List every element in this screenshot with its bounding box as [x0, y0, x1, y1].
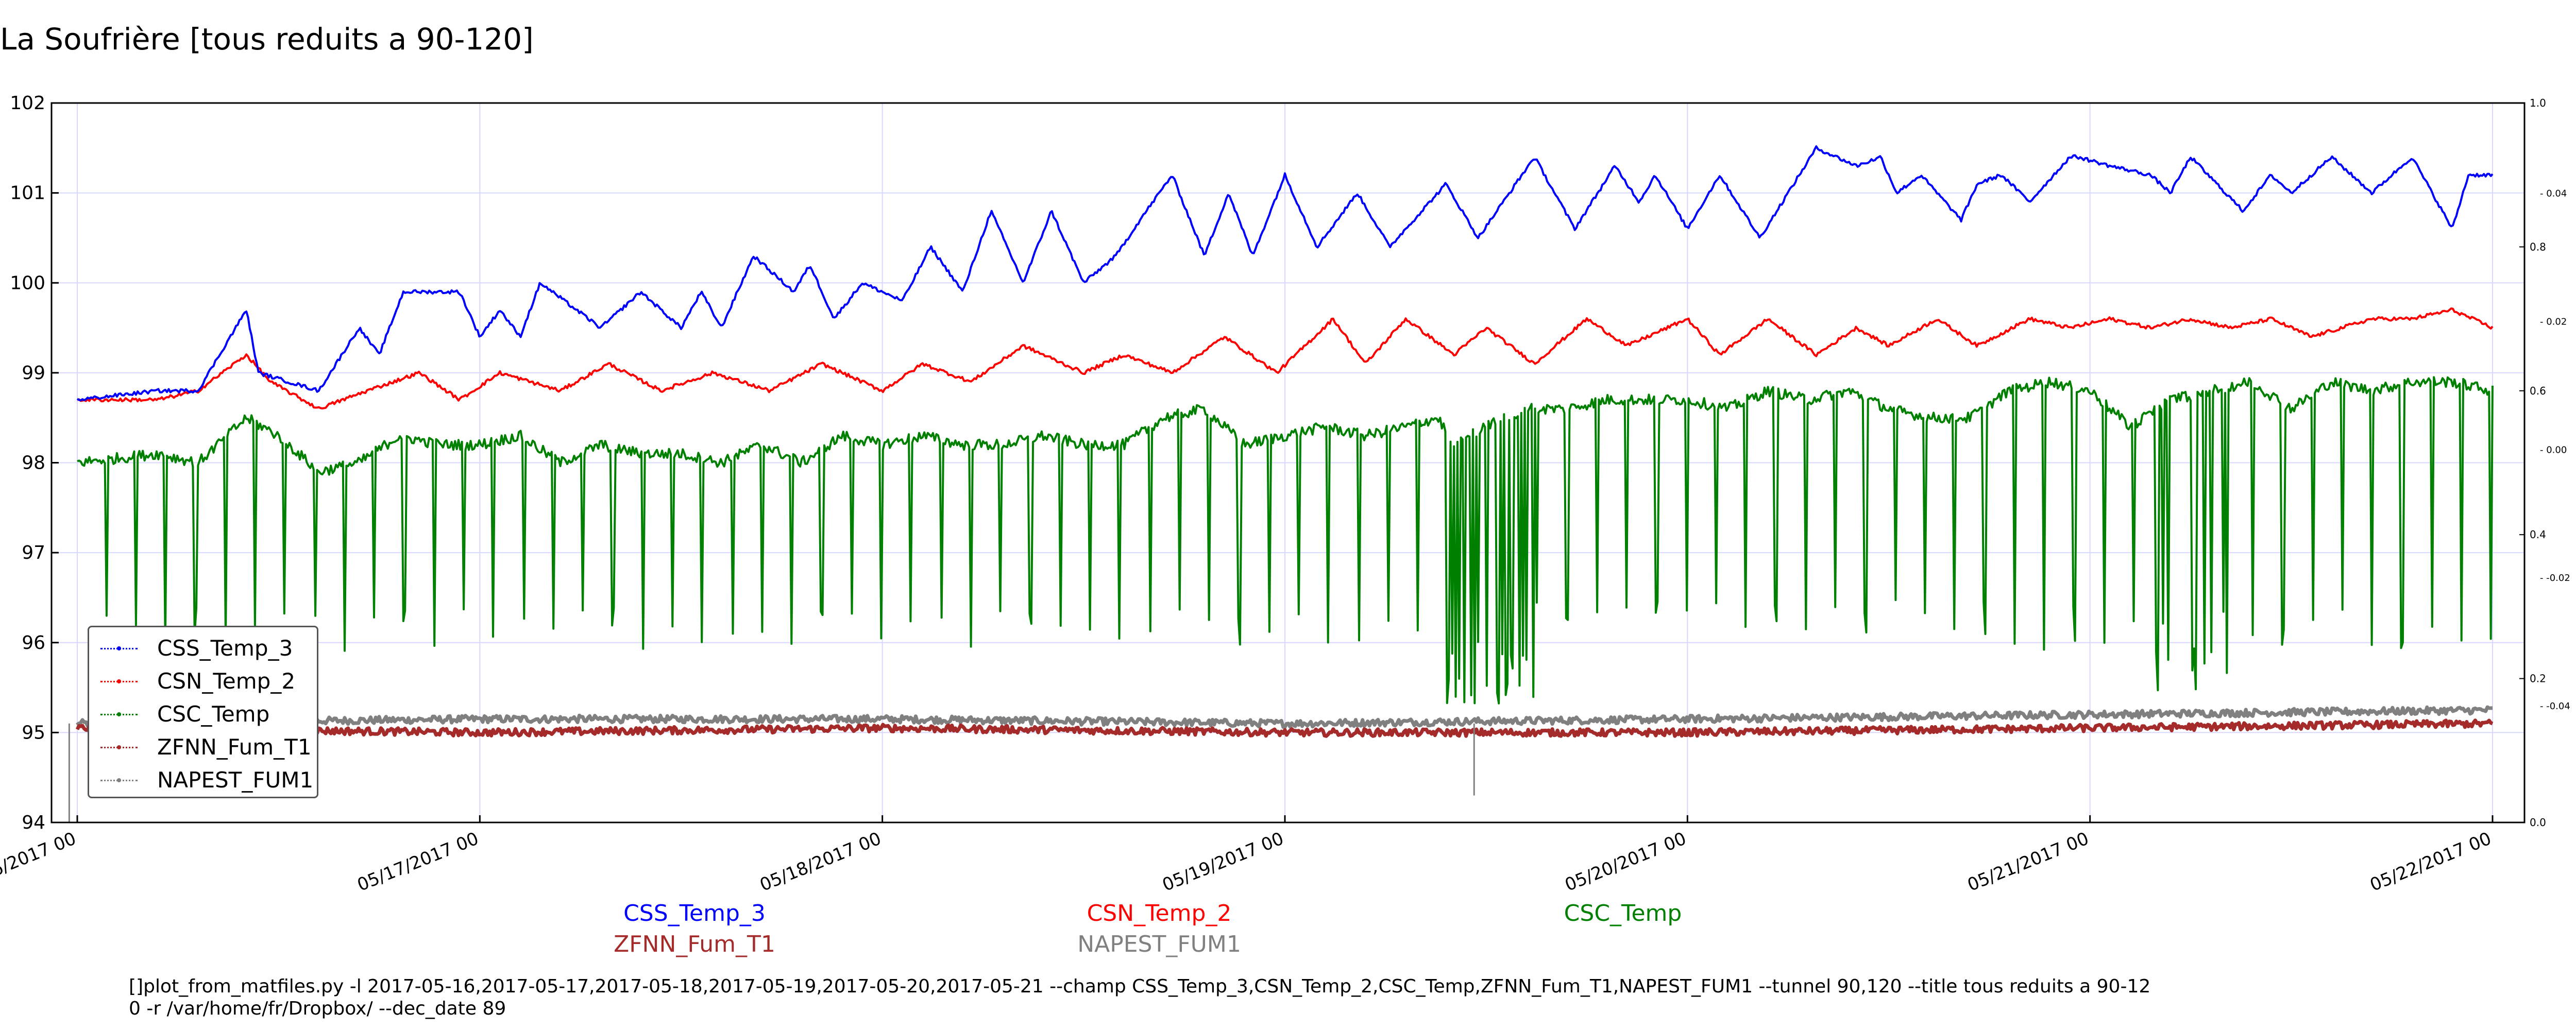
legend-label: ZFNN_Fum_T1	[157, 734, 312, 760]
y-tick-label: 101	[10, 183, 45, 204]
bottom-label-csc-temp: CSC_Temp	[1564, 900, 1682, 926]
page-title: La Soufrière [tous reduits a 90-120]	[0, 22, 534, 57]
series-line-csn-temp-2	[77, 307, 2494, 409]
bottom-label-napest-fum1: NAPEST_FUM1	[1077, 931, 1241, 957]
right-tick-label: 0.0	[2530, 816, 2546, 829]
x-tick-label: 05/21/2017 00	[1964, 828, 2092, 896]
right-tick-label: 1.0	[2530, 97, 2546, 109]
right-inner-tick-label: - 0.02	[2540, 316, 2567, 327]
legend-item: CSN_Temp_2	[89, 665, 317, 696]
command-line-1: []plot_from_matfiles.py -l 2017-05-16,20…	[129, 976, 2151, 997]
legend-item: CSS_Temp_3	[89, 632, 317, 663]
y-tick-label: 94	[22, 812, 45, 833]
y-tick-label: 99	[22, 363, 45, 384]
legend-item: CSC_Temp	[89, 698, 317, 729]
y-tick-label: 95	[22, 722, 45, 743]
y-tick-label: 97	[22, 542, 45, 563]
x-tick-label: 05/17/2017 00	[354, 828, 482, 896]
legend-swatch	[100, 745, 138, 749]
right-tick-label: 0.8	[2530, 241, 2546, 253]
series-lines	[68, 145, 2494, 822]
legend-item: NAPEST_FUM1	[89, 764, 317, 795]
y-tick-label: 98	[22, 453, 45, 474]
x-tick-label: 16/2017 00	[0, 828, 79, 885]
command-line-2: 0 -r /var/home/fr/Dropbox/ --dec_date 89	[129, 998, 506, 1019]
series-line-css-temp-3	[76, 145, 2494, 402]
right-inner-tick-label: - -0.02	[2540, 573, 2570, 583]
right-inner-tick-label: - -0.04	[2540, 701, 2570, 712]
right-tick-label: 0.6	[2530, 385, 2546, 397]
bottom-label-css-temp-3: CSS_Temp_3	[623, 900, 766, 926]
legend-swatch	[100, 679, 138, 683]
series-line-csc-temp	[77, 376, 2494, 705]
x-tick-label: 05/20/2017 00	[1562, 828, 1689, 896]
legend-label: CSC_Temp	[157, 701, 270, 727]
series-line-zfnn-fum-t1	[75, 718, 2494, 738]
right-tick-label: 0.4	[2530, 528, 2546, 541]
y-axis: 94 95 96 97 98 99 100 101 102	[10, 93, 59, 833]
legend-item: ZFNN_Fum_T1	[89, 731, 317, 762]
y-tick-label: 102	[10, 93, 45, 114]
bottom-label-zfnn-fum-t1: ZFNN_Fum_T1	[614, 931, 775, 957]
legend-swatch	[100, 646, 138, 650]
legend: CSS_Temp_3 CSN_Temp_2 CSC_Temp ZFNN_Fum_…	[88, 626, 318, 798]
legend-label: CSS_Temp_3	[157, 636, 293, 661]
legend-label: NAPEST_FUM1	[157, 767, 314, 793]
y-tick-label: 96	[22, 632, 45, 654]
right-inner-tick-label: - 0.04	[2540, 188, 2567, 199]
x-tick-label: 05/19/2017 00	[1160, 828, 1287, 896]
right-tick-label: 0.2	[2530, 673, 2546, 685]
right-axes: 0.0 0.2 0.4 0.6 0.8 1.0 - -0.04 - -0.02 - 0.00 - …	[2519, 97, 2570, 829]
y-tick-label: 100	[10, 272, 45, 294]
legend-swatch	[100, 712, 138, 716]
series-line-napest-fum1	[76, 705, 2493, 729]
x-axis: 16/2017 00 05/17/2017 00 05/18/2017 00 05/1…	[0, 815, 2494, 896]
bottom-label-csn-temp-2: CSN_Temp_2	[1087, 900, 1232, 926]
legend-swatch	[100, 778, 138, 782]
right-inner-tick-label: - 0.00	[2540, 444, 2567, 455]
x-tick-label: 05/22/2017 00	[2367, 828, 2495, 896]
x-tick-label: 05/18/2017 00	[757, 828, 884, 896]
legend-label: CSN_Temp_2	[157, 668, 296, 694]
